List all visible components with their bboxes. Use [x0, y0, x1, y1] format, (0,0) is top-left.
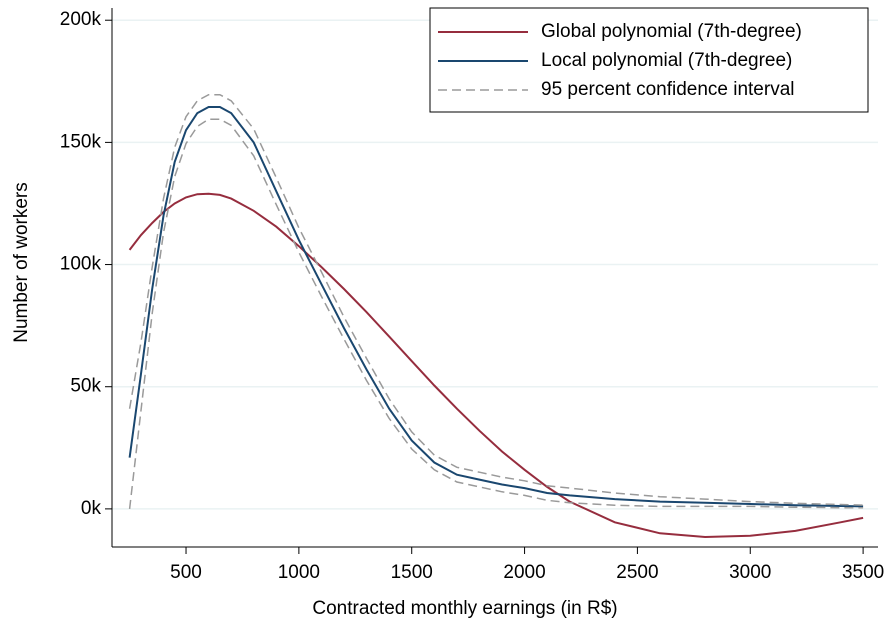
x-tick-label: 1500	[391, 562, 433, 583]
legend-label: Local polynomial (7th-degree)	[541, 50, 792, 71]
series-line	[128, 93, 864, 506]
series-line	[128, 118, 864, 509]
legend: Global polynomial (7th-degree) Local poly…	[429, 7, 869, 113]
x-tick-label: 500	[170, 562, 202, 583]
legend-label: Global polynomial (7th-degree)	[541, 21, 802, 42]
x-tick-label: 3500	[842, 562, 884, 583]
y-axis-title: Number of workers	[11, 182, 32, 343]
y-tick-label: 0k	[81, 498, 102, 519]
y-tick-label: 100k	[60, 254, 102, 275]
y-tick-label: 50k	[70, 376, 101, 397]
x-tick-label: 2500	[616, 562, 658, 583]
y-tick-label: 150k	[60, 131, 102, 152]
x-tick-label: 2000	[503, 562, 545, 583]
y-tick-label: 200k	[60, 9, 102, 30]
x-tick-label: 1000	[278, 562, 320, 583]
x-tick-label: 3000	[729, 562, 771, 583]
series-line	[128, 192, 864, 539]
x-axis-title: Contracted monthly earnings (in R$)	[312, 598, 617, 619]
series-line	[128, 106, 864, 508]
legend-label: 95 percent confidence interval	[541, 79, 795, 100]
